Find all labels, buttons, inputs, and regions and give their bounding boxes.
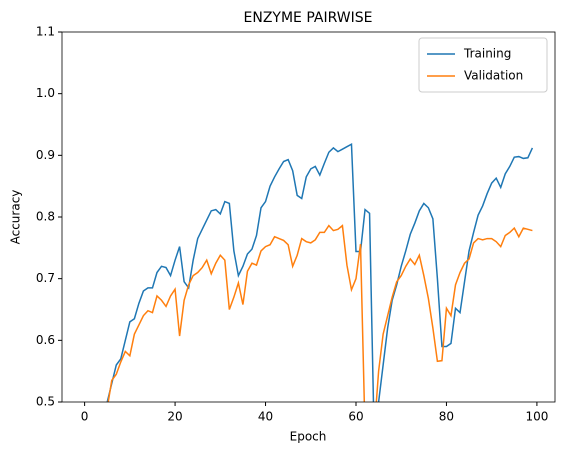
legend: Training Validation <box>418 37 548 93</box>
y-tick-label: 0.6 <box>36 333 55 347</box>
x-tick-label: 60 <box>348 410 363 424</box>
x-tick-label: 100 <box>525 410 548 424</box>
y-tick-label: 1.1 <box>36 25 55 39</box>
legend-label: Validation <box>464 69 523 83</box>
series-line <box>106 142 534 402</box>
x-tick-label: 20 <box>167 410 182 424</box>
x-tick-label: 40 <box>258 410 273 424</box>
legend-label: Training <box>463 47 511 61</box>
y-tick-label: 0.5 <box>36 395 55 409</box>
y-tick-label: 0.7 <box>36 271 55 285</box>
x-axis-label: Epoch <box>290 430 327 444</box>
legend-box <box>418 37 548 93</box>
series-line <box>107 224 533 402</box>
x-tick-label: 80 <box>439 410 454 424</box>
chart-title: ENZYME PAIRWISE <box>244 10 373 26</box>
x-tick-label: 0 <box>81 410 89 424</box>
y-tick-label: 0.8 <box>36 210 55 224</box>
plot-frame <box>61 31 556 403</box>
y-axis-label: Accuracy <box>9 190 23 245</box>
y-tick-label: 1.0 <box>36 86 55 100</box>
y-tick-label: 0.9 <box>36 148 55 162</box>
